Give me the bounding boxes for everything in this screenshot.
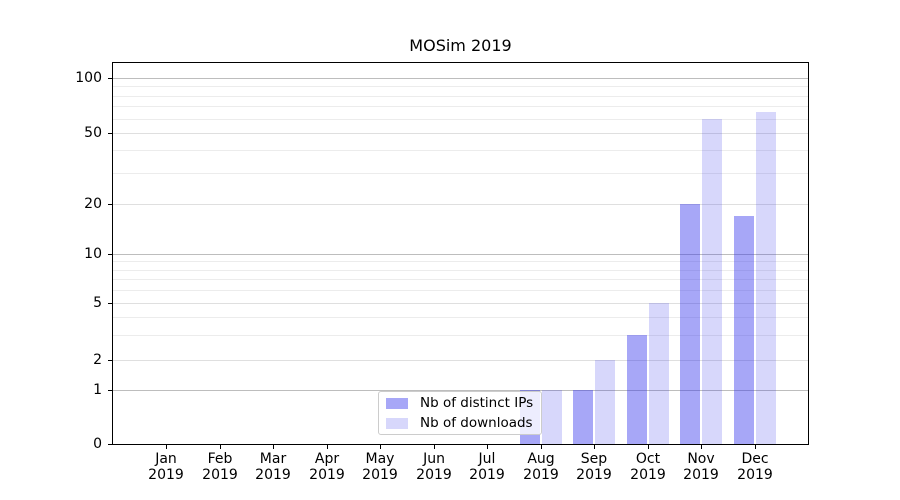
x-tick-label-aug: Aug 2019	[523, 451, 559, 483]
x-tick-label-feb: Feb 2019	[202, 451, 238, 483]
x-tick-label-oct: Oct 2019	[630, 451, 666, 483]
y-tick-mark-100	[108, 78, 112, 79]
legend: Nb of distinct IPs Nb of downloads	[378, 391, 542, 435]
y-tick-mark-0	[108, 444, 112, 445]
minor-gridline-y-3	[113, 335, 808, 336]
x-tick-mark-mar	[273, 445, 274, 449]
x-tick-mark-jul	[487, 445, 488, 449]
x-tick-label-apr: Apr 2019	[309, 451, 345, 483]
bar-distinct-ips-nov	[680, 204, 700, 444]
minor-gridline-y-70	[113, 106, 808, 107]
gridline-y-10	[113, 254, 808, 255]
minor-gridline-y-8	[113, 270, 808, 271]
x-tick-mark-apr	[327, 445, 328, 449]
legend-entry-downloads: Nb of downloads	[386, 415, 533, 432]
y-tick-mark-2	[108, 360, 112, 361]
gridline-y-50	[113, 133, 808, 134]
gridline-y-100	[113, 78, 808, 79]
gridline-y-5	[113, 303, 808, 304]
legend-label-distinct-ips: Nb of distinct IPs	[420, 395, 534, 411]
x-tick-mark-aug	[541, 445, 542, 449]
bar-downloads-aug	[542, 390, 562, 444]
bar-downloads-sep	[595, 360, 615, 444]
x-tick-mark-feb	[220, 445, 221, 449]
y-tick-label-1: 1	[93, 382, 102, 398]
x-tick-mark-jun	[434, 445, 435, 449]
legend-entry-distinct-ips: Nb of distinct IPs	[386, 395, 533, 412]
y-tick-label-2: 2	[93, 352, 102, 368]
y-tick-label-100: 100	[75, 70, 102, 86]
gridline-y-2	[113, 360, 808, 361]
x-tick-mark-may	[380, 445, 381, 449]
minor-gridline-y-7	[113, 279, 808, 280]
y-tick-label-50: 50	[84, 125, 102, 141]
y-tick-mark-1	[108, 390, 112, 391]
x-tick-label-nov: Nov 2019	[683, 451, 719, 483]
gridline-y-1	[113, 390, 808, 391]
minor-gridline-y-90	[113, 86, 808, 87]
x-tick-mark-nov	[701, 445, 702, 449]
y-tick-mark-20	[108, 204, 112, 205]
x-tick-mark-sep	[594, 445, 595, 449]
legend-swatch-distinct-ips	[386, 397, 408, 409]
chart-title: MOSim 2019	[409, 36, 512, 55]
x-tick-label-jul: Jul 2019	[469, 451, 505, 483]
bar-distinct-ips-dec	[734, 216, 754, 444]
bar-distinct-ips-sep	[573, 390, 593, 444]
y-tick-mark-10	[108, 254, 112, 255]
minor-gridline-y-4	[113, 317, 808, 318]
gridline-y-20	[113, 204, 808, 205]
x-tick-label-mar: Mar 2019	[255, 451, 291, 483]
y-tick-mark-50	[108, 133, 112, 134]
y-tick-label-10: 10	[84, 246, 102, 262]
x-tick-label-sep: Sep 2019	[576, 451, 612, 483]
x-tick-label-may: May 2019	[362, 451, 398, 483]
y-tick-label-5: 5	[93, 295, 102, 311]
x-tick-label-jan: Jan 2019	[148, 451, 184, 483]
bar-distinct-ips-oct	[627, 335, 647, 444]
legend-swatch-downloads	[386, 417, 408, 429]
x-tick-mark-dec	[755, 445, 756, 449]
bar-downloads-dec	[756, 112, 776, 444]
y-tick-label-0: 0	[93, 436, 102, 452]
minor-gridline-y-60	[113, 119, 808, 120]
bar-downloads-oct	[649, 303, 669, 444]
minor-gridline-y-80	[113, 96, 808, 97]
bar-downloads-nov	[702, 119, 722, 444]
x-tick-mark-oct	[648, 445, 649, 449]
legend-label-downloads: Nb of downloads	[420, 415, 533, 431]
x-tick-label-dec: Dec 2019	[737, 451, 773, 483]
minor-gridline-y-40	[113, 150, 808, 151]
y-tick-label-20: 20	[84, 196, 102, 212]
y-tick-mark-5	[108, 303, 112, 304]
x-tick-mark-jan	[166, 445, 167, 449]
minor-gridline-y-9	[113, 261, 808, 262]
minor-gridline-y-6	[113, 290, 808, 291]
minor-gridline-y-30	[113, 173, 808, 174]
x-tick-label-jun: Jun 2019	[416, 451, 452, 483]
